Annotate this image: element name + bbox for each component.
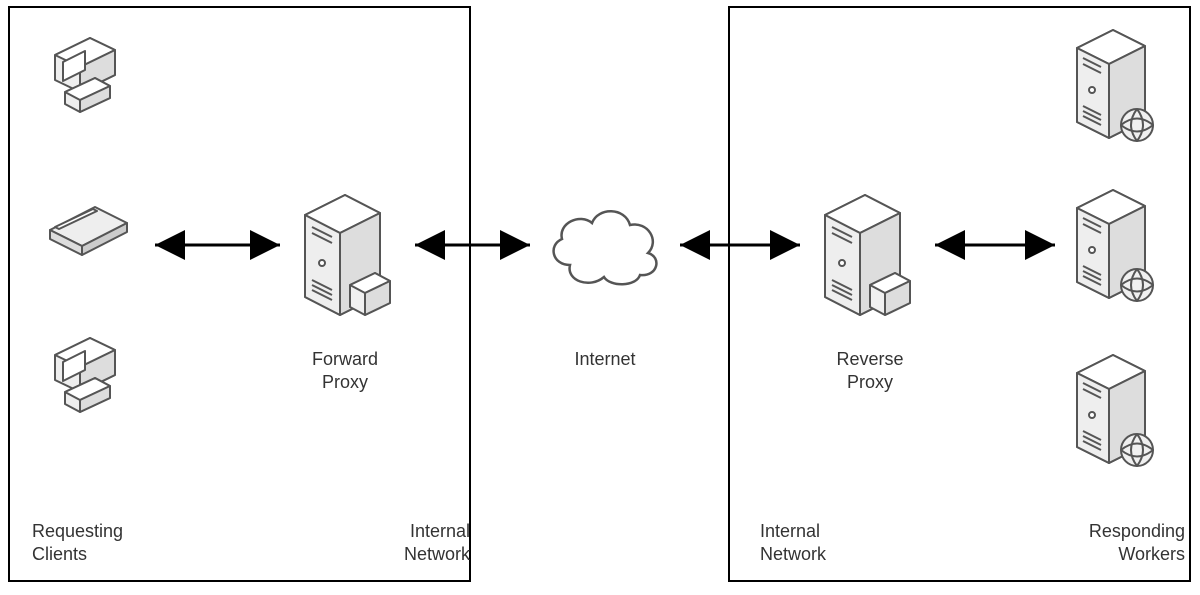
label-internal-network-right: Internal Network [760,520,850,567]
label-line: Network [404,544,470,564]
label-internet: Internet [565,348,645,371]
worker-server-1-icon [1065,20,1165,150]
label-line: Internet [574,349,635,369]
label-forward-proxy: Forward Proxy [300,348,390,395]
label-line: Network [760,544,826,564]
label-responding-workers: Responding Workers [1070,520,1185,567]
label-line: Proxy [847,372,893,392]
label-line: Responding [1089,521,1185,541]
label-reverse-proxy: Reverse Proxy [825,348,915,395]
worker-server-3-icon [1065,345,1165,475]
label-line: Workers [1118,544,1185,564]
label-line: Forward [312,349,378,369]
label-line: Reverse [836,349,903,369]
worker-server-2-icon [1065,180,1165,310]
label-line: Internal [410,521,470,541]
client-laptop-icon [35,195,135,265]
label-requesting-clients: Requesting Clients [32,520,142,567]
diagram-canvas: Forward Proxy Internet Reverse Proxy Req… [0,0,1200,595]
label-line: Internal [760,521,820,541]
client-desktop-1-icon [35,20,135,115]
label-line: Proxy [322,372,368,392]
forward-proxy-server-icon [290,185,400,325]
label-line: Clients [32,544,87,564]
client-desktop-2-icon [35,320,135,415]
internet-cloud-icon [540,195,670,290]
label-line: Requesting [32,521,123,541]
reverse-proxy-server-icon [810,185,920,325]
label-internal-network-left: Internal Network [380,520,470,567]
